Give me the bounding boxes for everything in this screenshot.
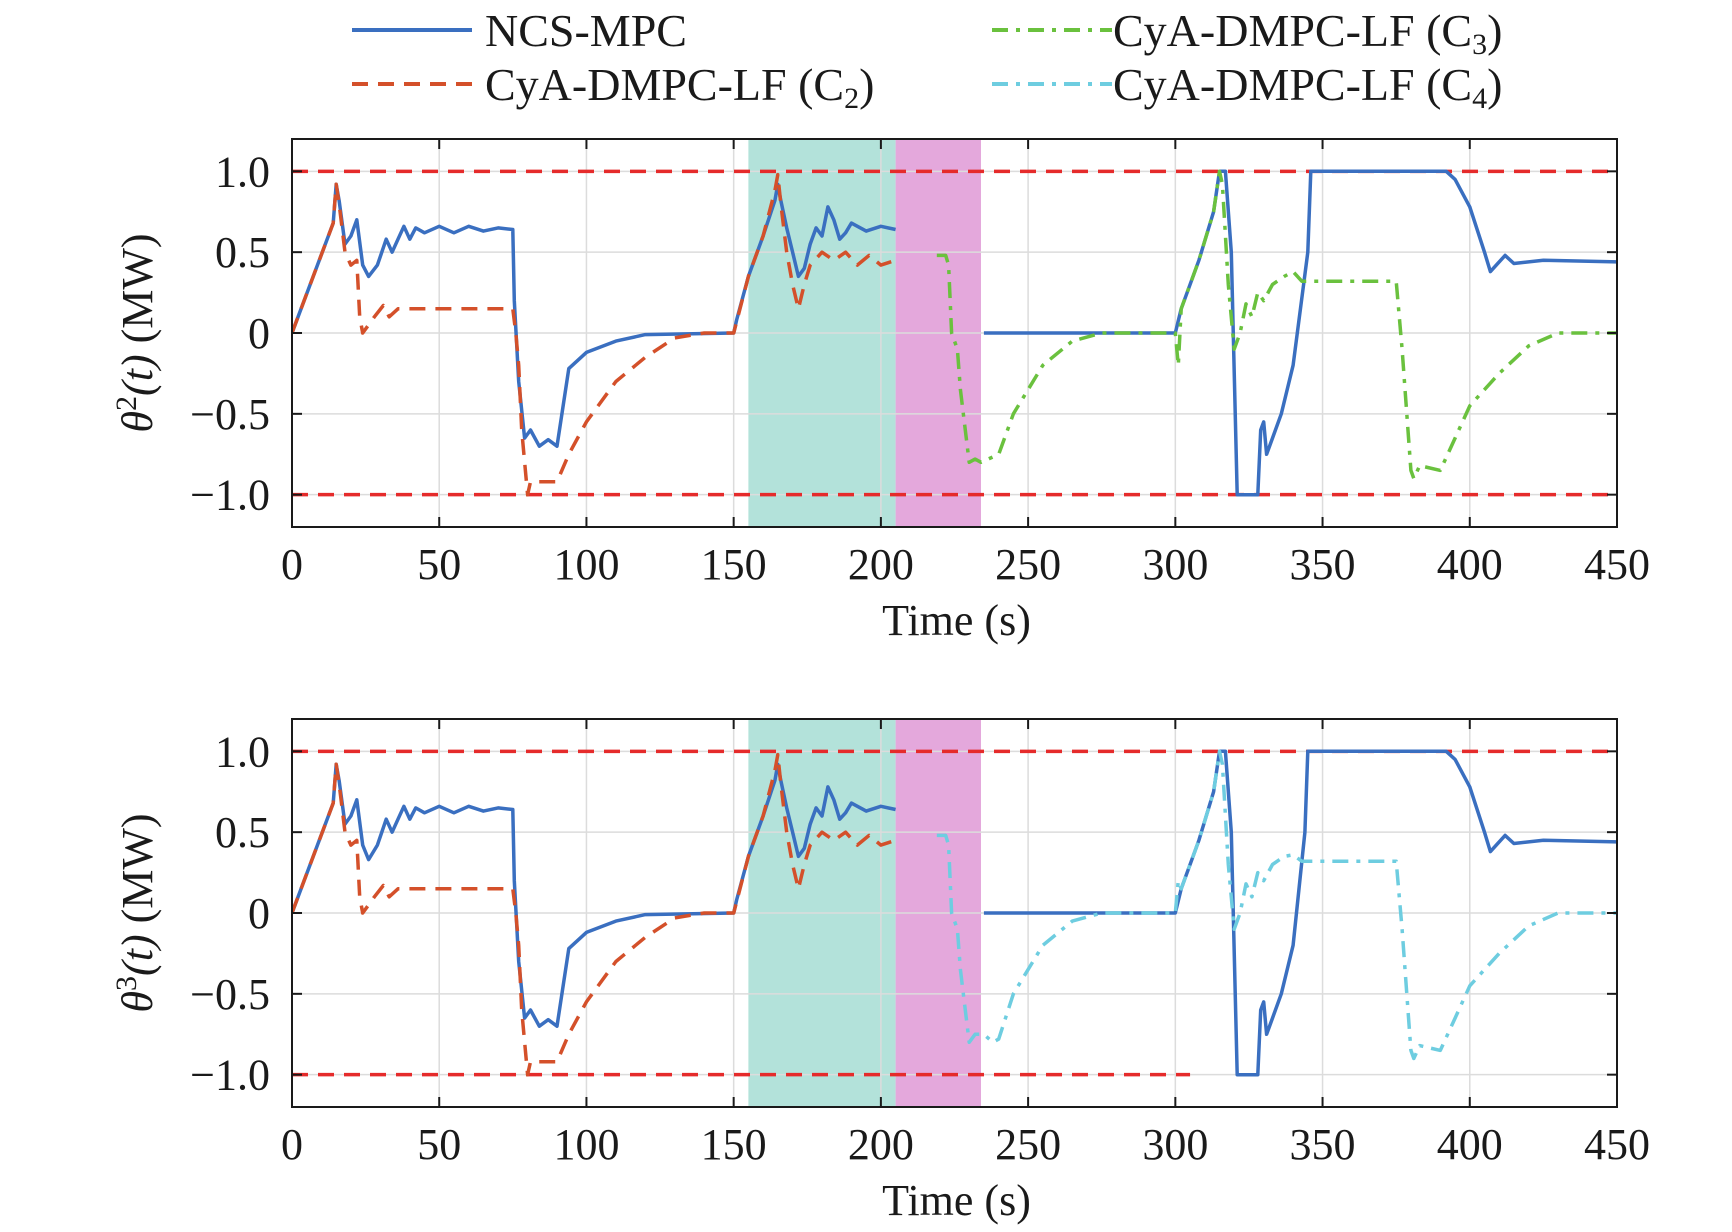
x-tick-label-6: 300 bbox=[1142, 540, 1208, 589]
series-line-ncs-mpc-1 bbox=[983, 169, 1617, 497]
x-tick-label-6: 300 bbox=[1142, 1120, 1208, 1169]
series-line-cya-dmpc-lf-c4--0 bbox=[936, 749, 1617, 1061]
y-tick-label-0: 1.0 bbox=[215, 727, 270, 776]
x-tick-label-3: 150 bbox=[701, 1120, 767, 1169]
series-line-cya-dmpc-lf-c2--0 bbox=[292, 752, 897, 1077]
series-line-ncs-mpc-0 bbox=[292, 182, 896, 448]
x-axis-label: Time (s) bbox=[882, 596, 1031, 645]
y-tick-label-1: 0.5 bbox=[215, 808, 270, 857]
y-axis-label: θ3(t) (MW) bbox=[110, 813, 162, 1012]
x-axis-label: Time (s) bbox=[882, 1176, 1031, 1225]
y-tick-label-4: −1.0 bbox=[190, 1051, 270, 1100]
x-tick-label-5: 250 bbox=[995, 1120, 1061, 1169]
legend: NCS-MPC CyA-DMPC-LF (C2) CyA-DMPC-LF (C3… bbox=[352, 5, 1502, 115]
y-axis-label-symbol: θ bbox=[113, 991, 162, 1013]
x-tick-label-0: 0 bbox=[281, 540, 303, 589]
y-axis-label-superscript: 2 bbox=[110, 396, 143, 411]
x-tick-label-2: 100 bbox=[553, 1120, 619, 1169]
y-axis-label-arg: (t) bbox=[113, 354, 162, 396]
y-tick-label-3: −0.5 bbox=[190, 390, 270, 439]
y-axis-label-arg: (t) bbox=[113, 934, 162, 976]
y-tick-label-2: 0 bbox=[248, 889, 270, 938]
y-tick-label-2: 0 bbox=[248, 309, 270, 358]
y-axis-label-unit: (MW) bbox=[113, 233, 162, 354]
legend-label-ncs-mpc: NCS-MPC bbox=[485, 5, 687, 56]
legend-label-c3: CyA-DMPC-LF (C3) bbox=[1113, 5, 1502, 61]
x-tick-label-9: 450 bbox=[1584, 540, 1650, 589]
y-axis-label-superscript: 3 bbox=[110, 976, 143, 991]
y-tick-label-3: −0.5 bbox=[190, 970, 270, 1019]
y-tick-label-4: −1.0 bbox=[190, 471, 270, 520]
x-tick-label-2: 100 bbox=[553, 540, 619, 589]
chart-panel-top: 0 50 100 150 200 250 300 350 400 450 1.0 0.5 0 −0.5 −1… bbox=[110, 138, 1650, 645]
x-tick-label-8: 400 bbox=[1437, 1120, 1503, 1169]
x-tick-label-0: 0 bbox=[281, 1120, 303, 1169]
x-tick-label-8: 400 bbox=[1437, 540, 1503, 589]
legend-label-c4: CyA-DMPC-LF (C4) bbox=[1113, 59, 1502, 115]
y-tick-label-1: 0.5 bbox=[215, 228, 270, 277]
chart-panel-bottom: 0 50 100 150 200 250 300 350 400 450 1.0 0.5 0 −0.5 −1… bbox=[110, 718, 1650, 1225]
x-tick-label-7: 350 bbox=[1290, 540, 1356, 589]
series-line-cya-dmpc-lf-c2--0 bbox=[292, 172, 897, 497]
series-line-ncs-mpc-0 bbox=[292, 762, 896, 1028]
legend-label-c2: CyA-DMPC-LF (C2) bbox=[485, 59, 874, 115]
x-tick-label-7: 350 bbox=[1290, 1120, 1356, 1169]
y-axis-label: θ2(t) (MW) bbox=[110, 233, 162, 432]
x-tick-label-9: 450 bbox=[1584, 1120, 1650, 1169]
x-tick-label-5: 250 bbox=[995, 540, 1061, 589]
series-line-cya-dmpc-lf-c3--0 bbox=[936, 169, 1617, 481]
x-tick-label-4: 200 bbox=[848, 1120, 914, 1169]
x-tick-label-1: 50 bbox=[417, 1120, 461, 1169]
y-axis-label-unit: (MW) bbox=[113, 813, 162, 934]
y-axis-label-symbol: θ bbox=[113, 411, 162, 433]
x-tick-label-4: 200 bbox=[848, 540, 914, 589]
x-tick-label-1: 50 bbox=[417, 540, 461, 589]
series-line-ncs-mpc-1 bbox=[983, 749, 1617, 1077]
x-tick-label-3: 150 bbox=[701, 540, 767, 589]
y-tick-label-0: 1.0 bbox=[215, 147, 270, 196]
